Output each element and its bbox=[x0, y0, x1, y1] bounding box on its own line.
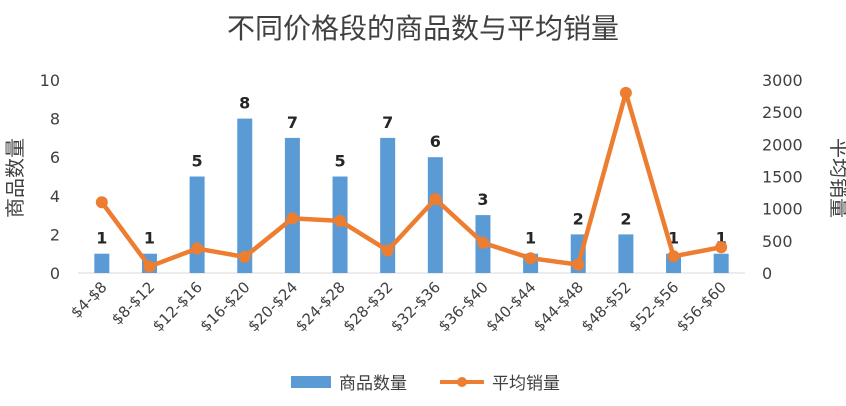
x-axis-ticks: $4-$8$8-$12$12-$16$16-$20$20-$24$24-$28$… bbox=[67, 278, 730, 335]
legend-label-line: 平均销量 bbox=[492, 374, 560, 394]
bar-data-label: 2 bbox=[573, 209, 584, 228]
bar-data-label: 6 bbox=[430, 132, 441, 151]
x-tick-label: $12-$16 bbox=[149, 278, 206, 335]
line-point bbox=[572, 258, 585, 271]
y-tick-label: 8 bbox=[50, 110, 60, 129]
line-path bbox=[100, 90, 722, 269]
bar-data-label: 7 bbox=[382, 113, 393, 132]
bar-data-label: 2 bbox=[620, 209, 631, 228]
bar bbox=[618, 234, 634, 273]
y-tick-label: 6 bbox=[50, 148, 60, 167]
bar bbox=[380, 137, 396, 273]
line-point bbox=[143, 260, 156, 273]
line-point bbox=[286, 212, 299, 225]
legend: 商品数量 平均销量 bbox=[291, 374, 560, 394]
y-tick-label: 2 bbox=[50, 225, 60, 244]
x-tick-label: $32-$36 bbox=[387, 278, 444, 335]
legend-label-bar: 商品数量 bbox=[339, 374, 407, 394]
line-point bbox=[238, 250, 251, 263]
y-axis-title: 商品数量 bbox=[3, 138, 27, 218]
bar-data-label: 1 bbox=[144, 229, 155, 248]
bar bbox=[237, 118, 253, 273]
bar bbox=[427, 157, 443, 273]
x-tick-label: $44-$48 bbox=[530, 278, 587, 335]
y2-tick-label: 500 bbox=[762, 232, 793, 251]
bar-data-label: 1 bbox=[96, 229, 107, 248]
bar-data-label: 1 bbox=[668, 229, 679, 248]
bar bbox=[94, 253, 110, 273]
bar-data-label: 1 bbox=[716, 229, 727, 248]
y2-tick-label: 0 bbox=[762, 264, 772, 283]
line-point bbox=[619, 86, 632, 99]
bar-data-labels: 1 1 5 8 7 5 7 6 3 1 2 2 1 1 bbox=[96, 94, 726, 248]
line-point bbox=[667, 250, 680, 263]
x-tick-label: $52-$56 bbox=[625, 278, 682, 335]
x-tick-label: $36-$40 bbox=[435, 278, 492, 335]
y2-tick-label: 2500 bbox=[762, 103, 803, 122]
y-tick-label: 4 bbox=[50, 187, 60, 206]
line-point bbox=[429, 193, 442, 206]
line-point bbox=[524, 252, 537, 265]
y2-tick-label: 3000 bbox=[762, 71, 803, 90]
chart-title: 不同价格段的商品数与平均销量 bbox=[227, 12, 619, 45]
x-tick-label: $16-$20 bbox=[197, 278, 254, 335]
legend-swatch-bar bbox=[291, 376, 331, 388]
y-tick-label: 0 bbox=[50, 264, 60, 283]
line-point bbox=[476, 236, 489, 249]
line-series bbox=[95, 86, 728, 273]
bar-data-label: 5 bbox=[192, 152, 203, 171]
y-axis-ticks: 0 2 4 6 8 10 bbox=[40, 71, 60, 283]
y2-tick-label: 1500 bbox=[762, 168, 803, 187]
x-tick-label: $28-$32 bbox=[339, 278, 396, 335]
y2-axis-ticks: 0 500 1000 1500 2000 2500 3000 bbox=[762, 71, 803, 283]
line-point bbox=[95, 196, 108, 209]
bar-data-label: 7 bbox=[287, 113, 298, 132]
y2-tick-label: 2000 bbox=[762, 135, 803, 154]
bar-data-label: 8 bbox=[239, 94, 250, 113]
legend-swatch-marker bbox=[457, 377, 467, 387]
x-tick-label: $4-$8 bbox=[67, 278, 111, 322]
line-point bbox=[715, 241, 728, 254]
bar bbox=[189, 176, 205, 273]
line-point bbox=[334, 214, 347, 227]
bar bbox=[284, 137, 300, 273]
y-tick-label: 10 bbox=[40, 71, 60, 90]
y2-tick-label: 1000 bbox=[762, 200, 803, 219]
x-tick-label: $24-$28 bbox=[292, 278, 349, 335]
x-tick-label: $56-$60 bbox=[673, 278, 730, 335]
x-tick-label: $20-$24 bbox=[244, 278, 301, 335]
y2-axis-title: 平均销量 bbox=[827, 138, 846, 218]
line-point bbox=[191, 242, 204, 255]
bar-data-label: 1 bbox=[525, 229, 536, 248]
x-tick-label: $40-$44 bbox=[482, 278, 539, 335]
x-tick-label: $48-$52 bbox=[578, 278, 635, 335]
line-point bbox=[381, 244, 394, 257]
bar-data-label: 3 bbox=[477, 190, 488, 209]
bar bbox=[713, 253, 729, 273]
bar-data-label: 5 bbox=[334, 152, 345, 171]
